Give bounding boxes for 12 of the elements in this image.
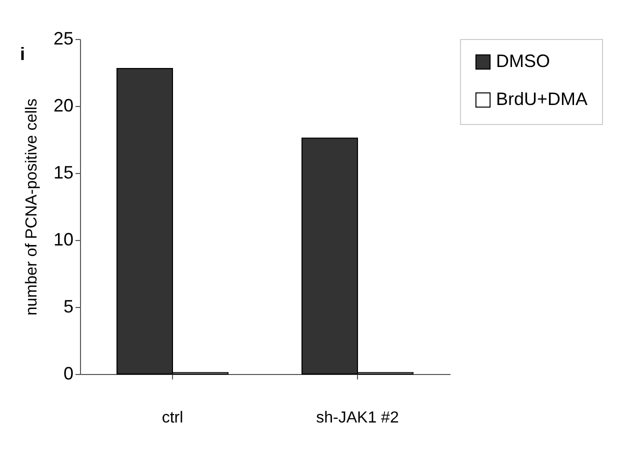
y-tick-label: 10 <box>53 230 74 250</box>
chart-title: i <box>20 44 26 64</box>
legend-label: DMSO <box>496 51 550 71</box>
legend-label: BrdU+DMA <box>496 89 588 109</box>
y-tick-label: 0 <box>63 364 74 384</box>
y-tick-label: 25 <box>53 28 74 48</box>
x-tick-label: sh-JAK1 #2 <box>316 410 399 426</box>
y-tick-label: 20 <box>53 96 74 116</box>
y-tick-label: 5 <box>63 296 74 316</box>
y-axis-title: number of PCNA-positive cells <box>23 98 40 316</box>
x-tick-label: ctrl <box>162 410 184 426</box>
y-tick-label: 15 <box>53 162 74 182</box>
